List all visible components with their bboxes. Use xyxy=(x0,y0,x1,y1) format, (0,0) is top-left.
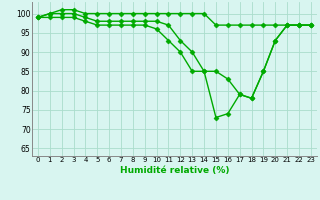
X-axis label: Humidité relative (%): Humidité relative (%) xyxy=(120,166,229,175)
